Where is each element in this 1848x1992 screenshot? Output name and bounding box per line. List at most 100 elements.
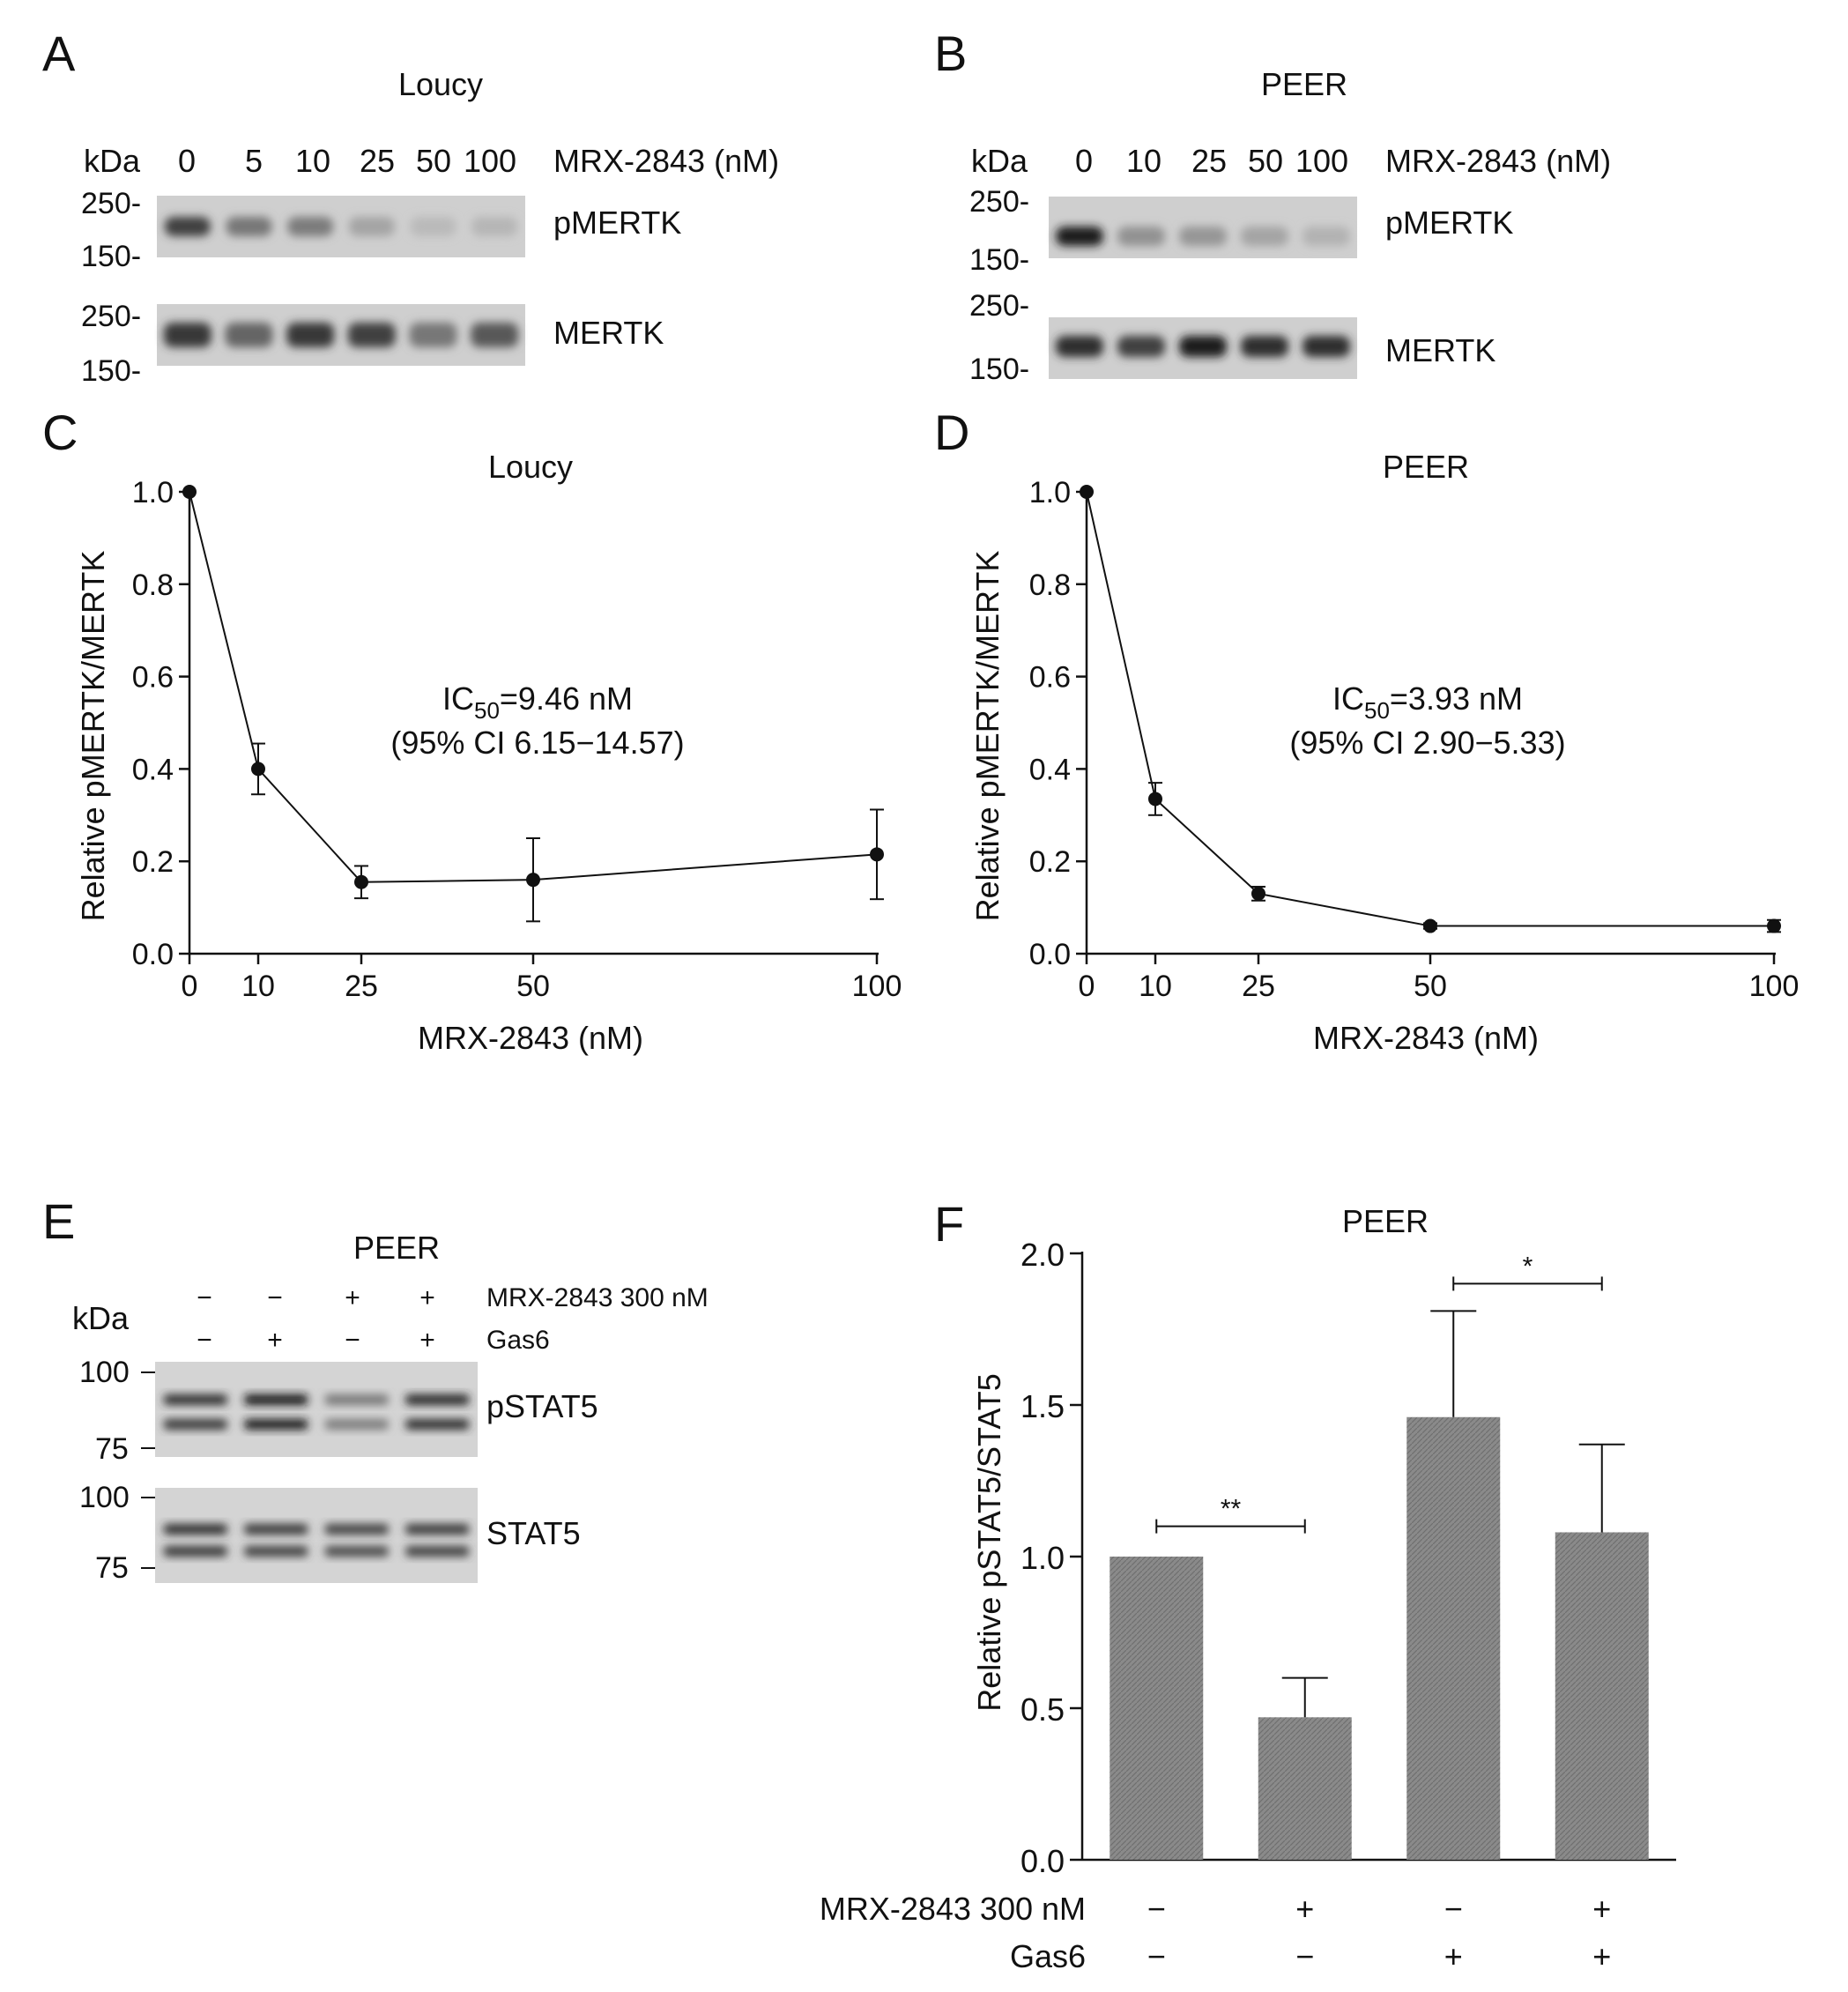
sign: + <box>419 1283 435 1312</box>
sign: + <box>419 1326 435 1355</box>
panel-e-kda: kDa <box>72 1300 130 1336</box>
lane-label: 10 <box>295 143 330 179</box>
data-point <box>1251 886 1265 901</box>
blot-label: pSTAT5 <box>486 1388 598 1424</box>
y-tick-label: 0.0 <box>1020 1843 1065 1879</box>
data-point <box>354 874 368 889</box>
blot-bands <box>163 1524 470 1557</box>
lane-label: 25 <box>1191 143 1227 179</box>
blot-band <box>1241 227 1288 246</box>
sign: + <box>267 1326 283 1355</box>
y-tick-label: 1.0 <box>132 476 174 509</box>
mw-marker: 150- <box>81 240 141 273</box>
y-tick-label: 0.0 <box>132 938 174 971</box>
x-axis-title: MRX-2843 (nM) <box>1313 1020 1539 1056</box>
blot-membrane <box>157 196 525 257</box>
blot-band <box>163 323 212 347</box>
y-tick-label: 0.8 <box>1029 569 1071 602</box>
blot-band <box>286 323 335 347</box>
treatment-signs: − − + − − + + + <box>1147 1891 1612 1974</box>
y-tick-label: 2.0 <box>1020 1237 1065 1273</box>
lane-label: 50 <box>416 143 451 179</box>
lane-label: 5 <box>245 143 263 179</box>
sign: + <box>1592 1938 1611 1974</box>
x-tick-label: 10 <box>241 970 275 1003</box>
ci-label: (95% CI 6.15−14.57) <box>390 725 684 761</box>
blot-band <box>244 1419 308 1430</box>
y-axis-title: Relative pMERTK/MERTK <box>969 551 1006 922</box>
treatment-row-gas6: − + − + Gas6 <box>197 1326 549 1355</box>
y-tick-label: 1.0 <box>1020 1540 1065 1576</box>
panel-f-letter: F <box>934 1196 964 1252</box>
sign: − <box>1147 1891 1166 1927</box>
panel-a-letter: A <box>42 26 76 81</box>
treatment-label: Gas6 <box>1010 1938 1086 1974</box>
blot-band <box>1179 227 1227 246</box>
blot-label: MERTK <box>1385 332 1495 368</box>
mw-marker: 150- <box>81 354 141 388</box>
blot-band <box>348 217 395 236</box>
blot-label: pMERTK <box>553 204 681 241</box>
blot-band <box>244 1524 308 1535</box>
x-tick-label: 0 <box>1079 970 1095 1003</box>
y-tick-label: 0.8 <box>132 569 174 602</box>
blot-bands <box>164 217 518 236</box>
blot-band <box>287 217 334 236</box>
blot-band <box>163 1546 227 1557</box>
panel-d-title: PEER <box>1383 449 1469 485</box>
data-point <box>526 873 540 888</box>
panel-b-drug-label: MRX-2843 (nM) <box>1385 143 1611 179</box>
mw-marker: 75 <box>95 1432 129 1466</box>
significance-label: * <box>1523 1252 1533 1281</box>
blot-band <box>1117 227 1165 246</box>
chart-f: 0.00.51.01.52.0*** <box>1020 1237 1676 1879</box>
blot-bands <box>1056 227 1350 246</box>
treatment-label: MRX-2843 300 nM <box>486 1283 709 1312</box>
panel-b-letter: B <box>934 26 967 81</box>
panel-e-letter: E <box>42 1193 75 1249</box>
blot-band <box>347 323 396 347</box>
blot-band <box>163 1419 227 1430</box>
panel-c: C Loucy 0.0 0.2 0.4 0.6 0.8 1.0 0 10 25 50 100 IC5… <box>42 405 902 1056</box>
sign: − <box>197 1326 212 1355</box>
x-tick-label: 100 <box>1749 970 1800 1003</box>
lane-label: 10 <box>1126 143 1161 179</box>
blot-label: STAT5 <box>486 1515 581 1551</box>
panel-a-drug-label: MRX-2843 (nM) <box>553 143 779 179</box>
blot-band <box>164 217 211 236</box>
panel-c-title: Loucy <box>488 449 573 485</box>
blot-band <box>471 217 518 236</box>
y-tick-label: 1.5 <box>1020 1388 1065 1424</box>
data-point <box>182 485 197 499</box>
sign: + <box>345 1283 360 1312</box>
mw-marker: 150- <box>969 243 1029 277</box>
blot-band <box>405 1524 470 1535</box>
lane-label: 50 <box>1248 143 1283 179</box>
blot-membrane <box>155 1488 478 1583</box>
mw-marker: 100 <box>79 1481 130 1514</box>
y-tick-label: 0.2 <box>1029 845 1071 879</box>
panel-a-kda: kDa <box>84 143 141 179</box>
blot-band <box>405 1394 470 1405</box>
data-point <box>870 847 884 862</box>
data-point <box>1767 918 1781 933</box>
blot-band <box>225 323 273 347</box>
x-tick-label: 10 <box>1139 970 1172 1003</box>
panel-b-lane-labels: 0 10 25 50 100 <box>1075 143 1348 179</box>
bar <box>1555 1532 1649 1860</box>
blot-membrane <box>157 304 525 366</box>
data-point <box>1423 918 1437 933</box>
blot-band <box>1303 336 1350 357</box>
blot-band <box>405 1546 470 1557</box>
blot-label: pMERTK <box>1385 204 1513 241</box>
mw-marker: 75 <box>95 1551 129 1585</box>
blot-band <box>405 1419 470 1430</box>
panel-a: A Loucy kDa 0 5 10 25 50 100 MRX-2843 (n… <box>42 26 779 388</box>
x-tick-label: 50 <box>1414 970 1447 1003</box>
sign: − <box>267 1283 283 1312</box>
x-axis-title: MRX-2843 (nM) <box>418 1020 643 1056</box>
x-tick-label: 25 <box>345 970 378 1003</box>
sign: + <box>1592 1891 1611 1927</box>
data-point <box>251 762 265 777</box>
